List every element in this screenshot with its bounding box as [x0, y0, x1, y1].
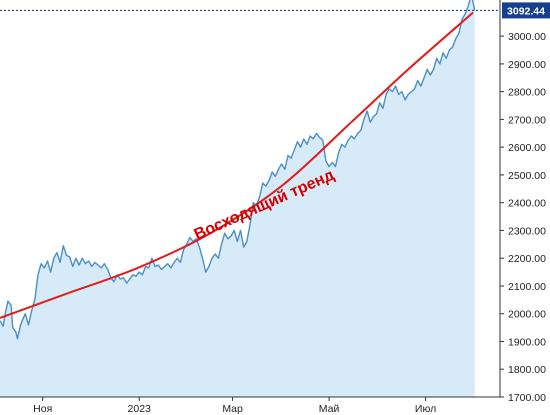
- y-tick-label: 1800.00: [508, 364, 546, 376]
- y-tick-label: 2000.00: [508, 309, 546, 321]
- y-tick-label: 3000.00: [508, 31, 546, 43]
- y-tick-label: 2600.00: [508, 142, 546, 154]
- y-tick-label: 2400.00: [508, 198, 546, 210]
- uptrend-line: [0, 11, 474, 319]
- y-tick-label: 2700.00: [508, 114, 546, 126]
- price-area-fill: [0, 0, 475, 397]
- x-tick-label: Ноя: [33, 403, 52, 415]
- y-tick-label: 2500.00: [508, 170, 546, 182]
- price-line: [0, 0, 476, 340]
- y-tick-label: 2200.00: [508, 253, 546, 265]
- x-tick-label: Май: [319, 403, 340, 415]
- x-tick-label: 2023: [128, 403, 152, 415]
- last-price-badge-box: [502, 2, 550, 19]
- y-axis: 1700.00 1800.00 1900.00 2000.00 2100.00 2200.…: [499, 0, 546, 404]
- y-tick-label: 2800.00: [508, 87, 546, 99]
- y-tick-label: 2900.00: [508, 59, 546, 71]
- y-tick-label: 1700.00: [508, 392, 546, 404]
- y-tick-label: 2300.00: [508, 225, 546, 237]
- y-tick-label: 1900.00: [508, 337, 546, 349]
- x-axis: Ноя 2023 Мар Май Июл: [0, 396, 500, 415]
- last-price-badge-label: 3092.44: [507, 5, 545, 17]
- y-tick-label: 2100.00: [508, 281, 546, 293]
- last-price-badge: 3092.44: [502, 2, 550, 19]
- x-tick-label: Июл: [415, 403, 436, 415]
- x-tick-label: Мар: [222, 403, 243, 415]
